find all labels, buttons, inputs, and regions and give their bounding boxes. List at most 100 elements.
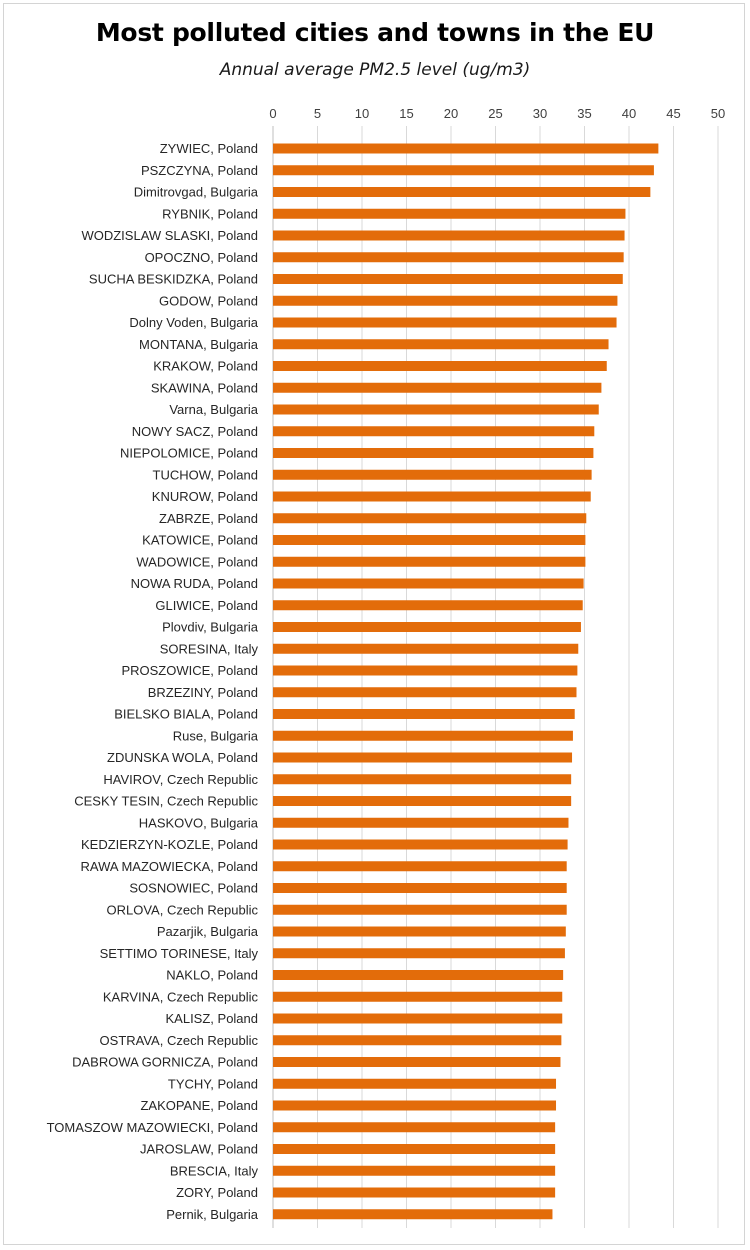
bar: [273, 274, 623, 284]
bar: [273, 752, 573, 763]
bar: [273, 1100, 557, 1111]
bar: [273, 208, 626, 219]
category-label: Pernik, Bulgaria: [166, 1207, 259, 1222]
category-label: TOMASZOW MAZOWIECKI, Poland: [47, 1120, 258, 1135]
x-tick-label: 35: [577, 106, 591, 121]
category-label: DABROWA GORNICZA, Poland: [72, 1055, 258, 1070]
bars: [273, 143, 659, 1220]
category-label: SETTIMO TORINESE, Italy: [100, 946, 259, 961]
x-tick-label: 40: [622, 106, 636, 121]
category-label: RAWA MAZOWIECKA, Poland: [81, 859, 258, 874]
bar: [273, 883, 567, 893]
category-label: MONTANA, Bulgaria: [139, 337, 259, 352]
category-label: NAKLO, Poland: [166, 968, 258, 983]
bar: [273, 730, 573, 741]
bar: [273, 491, 591, 502]
bar: [273, 861, 567, 872]
category-label: TYCHY, Poland: [168, 1076, 258, 1091]
bar: [273, 643, 579, 654]
category-label: Pazarjik, Bulgaria: [157, 924, 259, 939]
category-label: KEDZIERZYN-KOZLE, Poland: [81, 837, 258, 852]
category-label: ZYWIEC, Poland: [160, 141, 258, 156]
category-label: SKAWINA, Poland: [151, 380, 258, 395]
category-label: GLIWICE, Poland: [155, 598, 258, 613]
bar: [273, 361, 607, 371]
category-label: SUCHA BESKIDZKA, Poland: [89, 272, 258, 287]
category-label: HASKOVO, Bulgaria: [139, 815, 259, 830]
category-label: Plovdiv, Bulgaria: [162, 620, 259, 635]
bar: [273, 904, 567, 915]
bar: [273, 382, 602, 393]
category-label: SOSNOWIEC, Poland: [129, 881, 258, 896]
category-label: Dolny Voden, Bulgaria: [129, 315, 258, 330]
bar: [273, 448, 594, 458]
bar: [273, 295, 618, 306]
category-label: KRAKOW, Poland: [153, 359, 258, 374]
category-label: TUCHOW, Poland: [153, 467, 258, 482]
bar: [273, 426, 595, 437]
bar: [273, 970, 564, 980]
bar: [273, 1144, 556, 1154]
category-label: JAROSLAW, Poland: [140, 1142, 258, 1157]
category-label: NOWY SACZ, Poland: [132, 424, 258, 439]
category-label: ZAKOPANE, Poland: [140, 1098, 258, 1113]
bar: [273, 600, 583, 611]
bar: [273, 687, 577, 698]
category-labels: ZYWIEC, Poland PSZCZYNA, Poland Dimitrovga…: [47, 141, 259, 1222]
bar: [273, 796, 572, 806]
bar: [273, 187, 651, 197]
x-tick-label: 30: [533, 106, 547, 121]
bar: [273, 1013, 563, 1024]
category-label: OSTRAVA, Czech Republic: [100, 1033, 259, 1048]
category-label: WADOWICE, Poland: [136, 554, 258, 569]
bar: [273, 926, 566, 937]
x-tick-label: 0: [269, 106, 276, 121]
x-tick-label: 5: [314, 106, 321, 121]
bar: [273, 1057, 561, 1067]
category-label: ZDUNSKA WOLA, Poland: [107, 750, 258, 765]
category-label: ZABRZE, Poland: [159, 511, 258, 526]
x-tick-label: 10: [355, 106, 369, 121]
category-label: NIEPOLOMICE, Poland: [120, 446, 258, 461]
bar: [273, 535, 586, 545]
category-label: CESKY TESIN, Czech Republic: [74, 794, 258, 809]
bar: [273, 404, 599, 415]
bar: [273, 143, 659, 154]
category-label: BRZEZINY, Poland: [148, 685, 258, 700]
chart-title: Most polluted cities and towns in the EU: [95, 18, 655, 47]
category-label: SORESINA, Italy: [160, 641, 259, 656]
bar: [273, 1078, 557, 1089]
category-label: KATOWICE, Poland: [142, 533, 258, 548]
category-label: KNUROW, Poland: [152, 489, 258, 504]
category-label: Varna, Bulgaria: [169, 402, 258, 417]
bar: [273, 1187, 556, 1198]
category-label: OPOCZNO, Poland: [145, 250, 258, 265]
bar: [273, 991, 563, 1002]
bar: [273, 665, 578, 676]
chart-frame: [3, 3, 745, 1245]
x-axis-ticks: 0 5 10 15 20 25 30 35 40 45 50: [269, 106, 725, 121]
x-tick-label: 15: [399, 106, 413, 121]
bar: [273, 774, 572, 785]
bar: [273, 817, 569, 828]
bar: [273, 230, 625, 241]
bar: [273, 317, 617, 328]
category-label: ZORY, Poland: [176, 1185, 258, 1200]
bar: [273, 1209, 553, 1220]
category-label: KALISZ, Poland: [166, 1011, 259, 1026]
bar: [273, 165, 654, 176]
category-label: PSZCZYNA, Poland: [141, 163, 258, 178]
bar: [273, 839, 568, 850]
category-label: GODOW, Poland: [159, 293, 258, 308]
chart-subtitle: Annual average PM2.5 level (ug/m3): [219, 60, 531, 80]
bar: [273, 339, 609, 350]
x-tick-label: 50: [711, 106, 725, 121]
category-label: NOWA RUDA, Poland: [131, 576, 258, 591]
category-label: HAVIROV, Czech Republic: [103, 772, 258, 787]
bar: [273, 1122, 556, 1133]
bar: [273, 252, 624, 263]
bar: [273, 513, 587, 524]
category-label: RYBNIK, Poland: [162, 206, 258, 221]
bar: [273, 469, 592, 480]
